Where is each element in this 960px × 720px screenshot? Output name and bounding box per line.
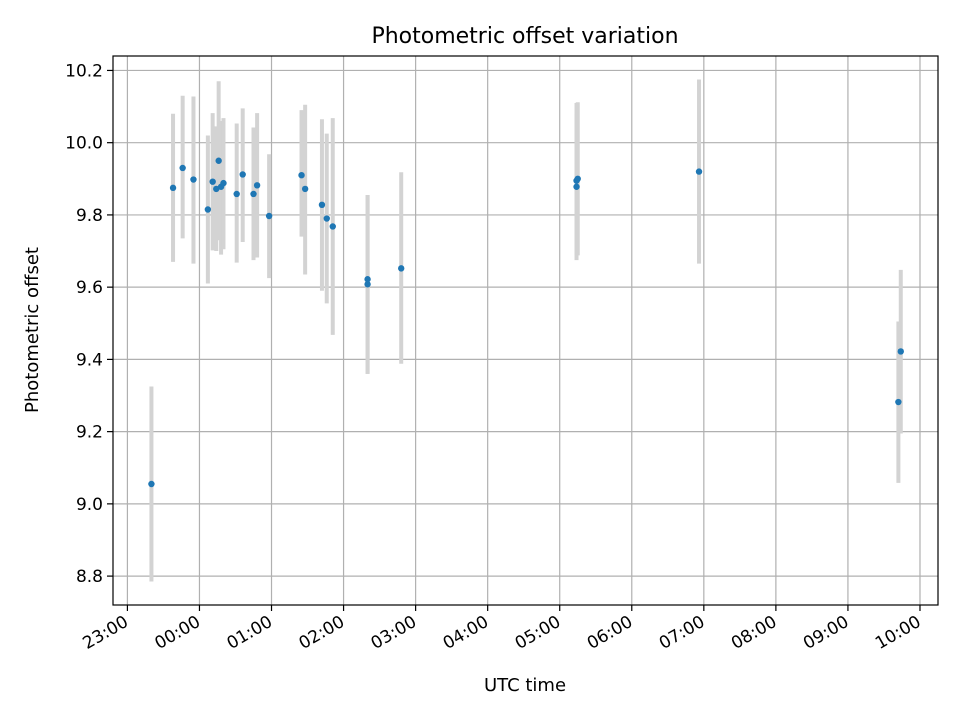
- plot-frame: [112, 55, 939, 606]
- data-point: [179, 164, 186, 172]
- data-point: [148, 480, 155, 488]
- y-tick-label: 10.2: [65, 61, 103, 81]
- data-point: [190, 176, 197, 183]
- data-point: [897, 348, 904, 355]
- data-point: [209, 178, 216, 185]
- data-point: [239, 171, 246, 178]
- y-tick-label: 9.4: [76, 350, 103, 370]
- y-tick-label: 9.2: [76, 423, 103, 443]
- data-point: [318, 201, 326, 209]
- data-point: [301, 185, 309, 193]
- data-point: [329, 223, 336, 230]
- y-tick-label: 9.0: [76, 495, 103, 515]
- data-point: [233, 190, 240, 198]
- data-point: [253, 182, 261, 189]
- y-tick-label: 9.6: [76, 278, 103, 298]
- data-point: [695, 168, 703, 175]
- grid-lines: [113, 56, 938, 605]
- y-axis-ticks: 8.8 9.0 9.2 9.4 9.6 9.8 10.0 10.2: [65, 61, 113, 587]
- data-point: [250, 190, 257, 198]
- data-point: [398, 265, 405, 272]
- data-point: [364, 281, 371, 288]
- y-tick-label: 10.0: [65, 134, 103, 154]
- data-point: [169, 184, 177, 192]
- data-point: [895, 398, 902, 406]
- data-point: [323, 215, 330, 222]
- data-point: [573, 183, 580, 190]
- data-point: [213, 185, 220, 193]
- data-point: [220, 179, 227, 187]
- data-point: [215, 157, 222, 164]
- data-point: [204, 206, 212, 213]
- y-tick-label: 9.8: [76, 206, 103, 226]
- data-point: [574, 175, 581, 183]
- y-axis-label: Photometric offset: [22, 247, 43, 413]
- data-point: [364, 276, 371, 283]
- data-point: [265, 212, 273, 220]
- x-axis-label: UTC time: [484, 675, 566, 696]
- data-point: [298, 171, 305, 179]
- y-tick-label: 8.8: [76, 567, 103, 587]
- chart-title: Photometric offset variation: [371, 24, 678, 49]
- data-points: [148, 157, 904, 488]
